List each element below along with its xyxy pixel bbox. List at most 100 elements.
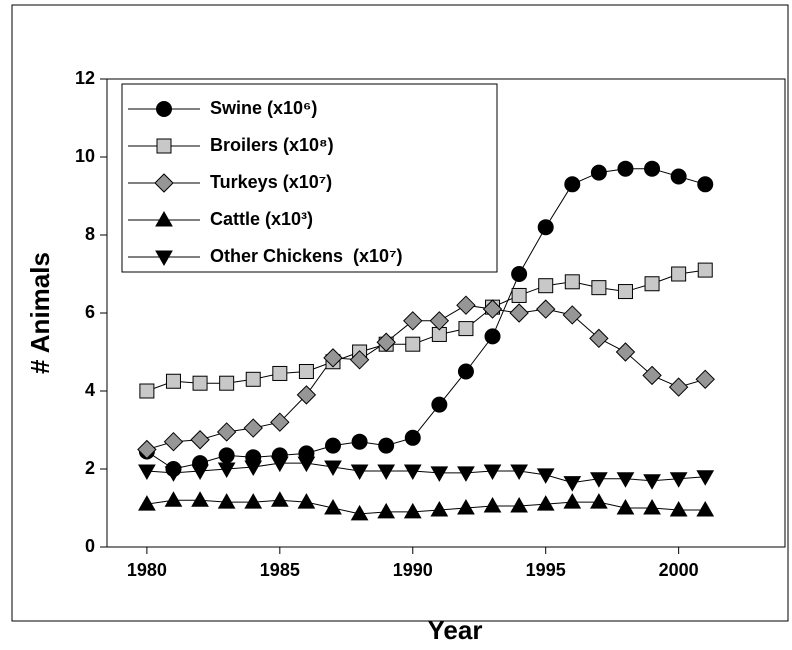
marker — [270, 491, 289, 507]
marker — [191, 464, 209, 480]
marker — [590, 164, 607, 181]
y-tick-label: 8 — [85, 224, 95, 244]
marker — [644, 160, 661, 177]
legend-label: Turkeys (x10⁷) — [210, 172, 332, 192]
marker — [562, 305, 583, 325]
marker — [296, 385, 317, 405]
marker — [245, 371, 261, 387]
marker — [642, 365, 662, 386]
marker — [669, 500, 688, 517]
marker — [615, 342, 636, 362]
marker — [536, 495, 555, 511]
marker — [351, 433, 368, 450]
marker — [591, 280, 607, 296]
marker — [589, 328, 609, 349]
marker — [324, 498, 342, 515]
y-axis-label: # Animals — [25, 252, 55, 374]
y-tick-label: 4 — [85, 380, 95, 400]
marker — [482, 299, 503, 319]
marker — [164, 466, 183, 482]
marker — [138, 495, 156, 511]
marker — [616, 472, 635, 488]
series-line — [146, 462, 706, 484]
marker — [510, 497, 528, 513]
marker — [217, 493, 236, 509]
marker — [218, 447, 235, 464]
x-tick-label: 1985 — [260, 560, 300, 580]
marker — [217, 462, 236, 479]
series-line — [146, 499, 706, 515]
marker — [670, 168, 687, 185]
legend-label: Other Chickens (x10⁷) — [210, 246, 403, 266]
marker — [325, 437, 341, 454]
marker — [563, 493, 582, 509]
legend-box — [121, 83, 498, 273]
marker — [536, 468, 555, 484]
marker — [270, 456, 289, 473]
marker — [643, 474, 661, 490]
series-line — [146, 269, 706, 392]
legend-label: Broilers (x10⁸) — [210, 135, 334, 155]
x-axis-label: Year — [428, 615, 483, 645]
marker — [644, 276, 660, 292]
marker — [456, 295, 476, 315]
marker — [165, 373, 181, 389]
marker — [243, 418, 263, 438]
marker — [323, 348, 343, 368]
legend-label: Cattle (x10³) — [210, 209, 313, 229]
series-line — [146, 168, 706, 470]
marker — [535, 299, 556, 319]
marker — [590, 493, 608, 509]
marker — [272, 365, 288, 381]
marker — [376, 332, 396, 352]
marker — [537, 219, 554, 236]
marker — [403, 464, 422, 480]
marker — [617, 160, 634, 177]
marker — [511, 287, 527, 303]
legend-label: Swine (x10⁶) — [210, 98, 317, 118]
marker — [377, 502, 396, 519]
marker — [163, 431, 184, 452]
marker — [190, 430, 210, 450]
marker — [511, 266, 528, 282]
x-tick-label: 1980 — [127, 560, 167, 580]
marker — [430, 500, 449, 517]
marker — [616, 498, 635, 515]
y-tick-label: 6 — [85, 302, 95, 322]
y-tick-label: 0 — [85, 536, 95, 556]
marker — [458, 321, 474, 337]
marker — [431, 396, 448, 413]
marker — [404, 429, 421, 446]
x-tick-label: 1995 — [526, 560, 566, 580]
marker — [164, 491, 183, 507]
marker — [695, 369, 715, 390]
series-line — [146, 304, 706, 450]
marker — [350, 464, 369, 480]
marker — [405, 336, 421, 352]
marker — [429, 311, 450, 331]
marker — [298, 364, 314, 379]
marker — [538, 278, 554, 294]
marker — [297, 493, 316, 509]
marker — [697, 262, 713, 278]
marker — [297, 456, 316, 473]
marker — [139, 383, 155, 399]
marker — [668, 377, 689, 397]
marker — [564, 176, 581, 193]
marker — [154, 173, 174, 193]
marker — [349, 350, 370, 370]
marker — [191, 491, 209, 507]
marker — [510, 464, 528, 480]
y-tick-label: 10 — [75, 146, 95, 166]
marker — [403, 311, 423, 331]
marker — [155, 210, 173, 227]
marker — [483, 464, 502, 480]
marker — [378, 437, 395, 454]
marker — [216, 422, 237, 442]
marker — [137, 439, 157, 460]
marker — [696, 500, 715, 517]
marker — [697, 176, 714, 193]
marker — [457, 466, 475, 482]
marker — [696, 470, 715, 486]
